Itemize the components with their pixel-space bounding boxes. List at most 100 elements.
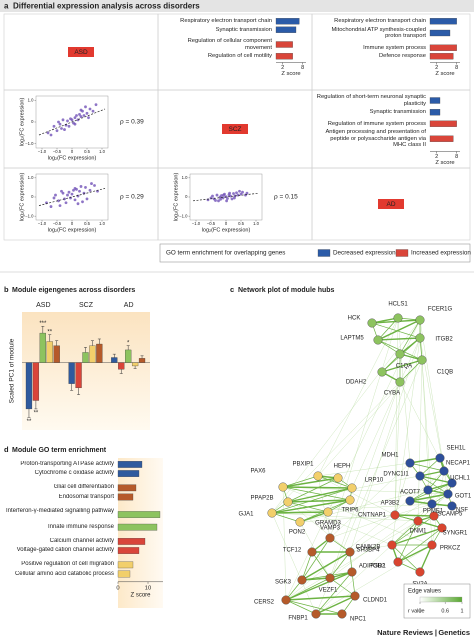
go-term: Proton-transporting ATPase activity	[20, 461, 114, 467]
scatter-point	[54, 193, 57, 197]
hub-node	[278, 482, 288, 492]
x-tick-label: 0.5	[84, 221, 90, 226]
scatter-point	[52, 196, 56, 200]
disorder-box	[68, 47, 94, 57]
hub-node	[311, 609, 321, 619]
panel-label: a	[4, 2, 9, 11]
significance: **	[27, 419, 32, 425]
edge	[282, 486, 287, 601]
scatter-point	[225, 199, 229, 203]
enrichment-bar	[429, 109, 441, 116]
scatter-point	[85, 197, 89, 201]
scatter-point	[60, 189, 63, 193]
go-term-text: Interferon-γ-mediated signalling pathway	[5, 507, 114, 514]
edge	[299, 514, 396, 523]
go-term-text: Mitochondrial ATP synthesis-coupled prot…	[331, 26, 426, 40]
node-label: DDAH2	[346, 380, 367, 386]
z-tick-label: 2	[435, 65, 438, 71]
node-label: HEPH	[334, 464, 351, 470]
x-tick-label: −0.5	[207, 221, 216, 226]
group-label: ASD	[36, 302, 50, 309]
z-tick-label: 8	[455, 65, 458, 71]
edge	[431, 470, 445, 546]
eigengene-bar	[96, 343, 103, 363]
hub-node	[447, 478, 457, 488]
disorder-box	[222, 124, 248, 134]
node-label: NECAP1	[446, 461, 471, 467]
scatter-point	[220, 194, 223, 197]
z-tick-label: 2	[281, 65, 284, 71]
go-term-text: Positive regulation of cell migration	[21, 561, 114, 568]
node-label: VEZF1	[319, 588, 338, 594]
x-tick-label: 0.5	[238, 221, 244, 226]
go-term: Cytochrome c oxidase activity	[35, 470, 114, 476]
legend-swatch	[395, 249, 409, 257]
enrichment-bar	[117, 523, 158, 531]
scatter-point	[217, 199, 220, 203]
edge	[329, 514, 396, 539]
edge	[271, 499, 351, 514]
edge	[399, 319, 421, 355]
eigengene-bar	[125, 349, 132, 363]
enrichment-bar	[275, 26, 297, 33]
scatter-point	[75, 114, 78, 117]
scatter-point	[232, 192, 235, 195]
eigengene-bar	[89, 345, 96, 363]
enrichment-bar	[117, 511, 161, 518]
z-tick-label: 2	[435, 154, 438, 160]
edge	[271, 487, 353, 514]
hub-node	[283, 497, 293, 507]
scatter-point	[94, 103, 98, 107]
enrichment-bar	[117, 561, 134, 569]
edge	[282, 477, 339, 488]
scatter-point	[55, 129, 59, 133]
edge	[391, 520, 419, 546]
go-term: Glial cell differentiation	[54, 484, 114, 490]
edge	[394, 503, 433, 516]
go-term-text: Defence response	[378, 53, 426, 59]
hub-node	[415, 567, 425, 577]
edge	[394, 381, 401, 516]
go-term: Innate immune response	[48, 524, 114, 530]
go-term-text: Respiratory electron transport chain	[334, 18, 426, 24]
scatter-point	[78, 189, 81, 193]
enrichment-bar	[275, 53, 293, 60]
enrichment-bar	[117, 547, 140, 554]
scatter-point	[241, 190, 244, 194]
hub-node	[377, 367, 387, 377]
hub-node	[417, 355, 427, 365]
node-label: FCER1G	[428, 307, 453, 313]
node-label: LAPTM5	[340, 336, 364, 342]
scatter-point	[87, 116, 90, 120]
eigengene-bar	[46, 341, 53, 363]
hub-node	[393, 557, 403, 567]
plot-background	[22, 312, 150, 430]
edge	[397, 317, 411, 464]
scatter-point	[229, 194, 232, 198]
hub-node	[267, 508, 277, 518]
scatter-point	[73, 198, 77, 202]
panel-title: Module GO term enrichment	[12, 447, 107, 454]
hub-node	[405, 496, 415, 506]
scatter-point	[90, 182, 93, 185]
y-tick-label: 0	[31, 119, 34, 124]
hub-node	[313, 471, 323, 481]
disorder-label: AD	[386, 201, 395, 208]
enrichment-bar	[275, 18, 300, 25]
x-tick-label: 0.5	[84, 149, 90, 154]
scatter-point	[70, 192, 74, 196]
edge-tick-label: 1	[460, 608, 463, 614]
hub-node	[405, 458, 415, 468]
rho-label: ρ = 0.15	[274, 194, 298, 201]
scatter-point	[221, 196, 225, 200]
edge	[301, 551, 351, 581]
x-axis-label: log₂(FC expression)	[202, 227, 251, 233]
edge	[419, 475, 453, 484]
scatter-point	[78, 113, 81, 116]
scatter-point	[235, 191, 238, 195]
edge	[329, 551, 351, 579]
scatter-point	[72, 188, 75, 192]
go-term-text: Regulation of cellular component movemen…	[187, 38, 272, 51]
go-term: Interferon-γ-mediated signalling pathway	[5, 507, 114, 514]
